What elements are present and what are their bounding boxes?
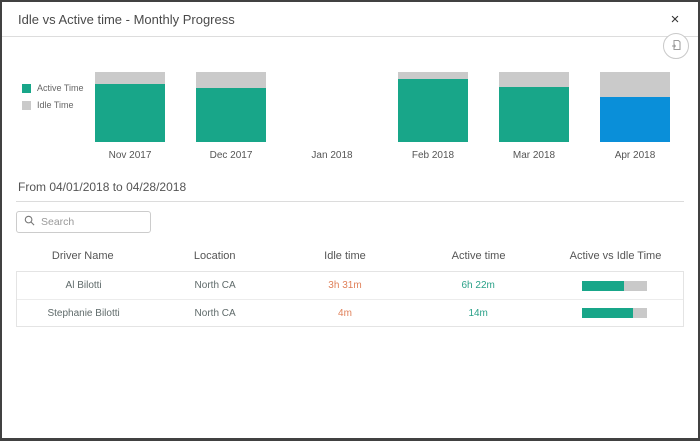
idle-time-cell: 4m: [338, 307, 352, 319]
bar-nov-2017: Nov 2017: [95, 72, 165, 161]
bar-jan-2018: Jan 2018: [297, 72, 367, 161]
search-icon: [24, 213, 35, 231]
location-cell: North CA: [194, 307, 236, 319]
legend-label: Active Time: [37, 83, 84, 93]
active-time-cell: 14m: [468, 307, 488, 319]
bar-stack-jan-2018[interactable]: [297, 72, 367, 142]
table-header-row: Driver Name Location Idle time Active ti…: [16, 244, 684, 271]
bar-mar-2018: Mar 2018: [499, 72, 569, 161]
dialog-title: Idle vs Active time - Monthly Progress: [18, 11, 235, 27]
idle-segment: [95, 72, 165, 84]
close-icon: ×: [670, 11, 680, 28]
dialog-header: Idle vs Active time - Monthly Progress ×: [2, 2, 698, 37]
bar-feb-2018: Feb 2018: [398, 72, 468, 161]
column-header-location: Location: [193, 250, 236, 262]
active-time-swatch-icon: [22, 83, 31, 93]
active-vs-idle-bar: [582, 308, 648, 318]
table-row[interactable]: Al Bilotti North CA 3h 31m 6h 22m: [17, 272, 683, 299]
active-time-cell: 6h 22m: [461, 280, 495, 291]
bar-stack-nov-2017[interactable]: [95, 72, 165, 142]
driver-name-cell: Al Bilotti: [65, 280, 102, 291]
driver-name-cell: Stephanie Bilotti: [47, 307, 120, 319]
month-label: Feb 2018: [411, 150, 455, 161]
idle-segment: [398, 72, 468, 79]
bar-apr-2018-selected: Apr 2018: [600, 72, 670, 161]
idle-segment: [499, 72, 569, 87]
column-header-active-vs-idle: Active vs Idle Time: [569, 250, 662, 262]
search-box: [16, 211, 151, 233]
active-segment: [499, 86, 569, 142]
bar-stack-mar-2018[interactable]: [499, 72, 569, 142]
idle-time-swatch-icon: [22, 100, 31, 110]
table-row[interactable]: Stephanie Bilotti North CA 4m 14m: [17, 299, 683, 326]
bar-stack-feb-2018[interactable]: [398, 72, 468, 142]
date-range-label: From 04/01/2018 to 04/28/2018: [16, 180, 684, 202]
legend-label: Idle Time: [37, 100, 74, 110]
active-segment: [600, 97, 670, 142]
bar-dec-2017: Dec 2017: [196, 72, 266, 161]
active-portion: [582, 308, 633, 318]
month-label: Mar 2018: [512, 150, 556, 161]
search-input[interactable]: [41, 216, 143, 228]
table-body: Al Bilotti North CA 3h 31m 6h 22m Stepha…: [16, 271, 684, 327]
active-vs-idle-cell: [546, 280, 683, 291]
location-cell: North CA: [194, 280, 236, 291]
close-button[interactable]: ×: [664, 9, 686, 31]
active-segment: [196, 88, 266, 142]
legend-item-active-time[interactable]: Active Time: [22, 83, 84, 93]
monthly-progress-chart: Active Time Idle Time Nov 2017 Dec 2017: [2, 37, 698, 167]
column-header-active-time: Active time: [451, 250, 506, 262]
drivers-table: Driver Name Location Idle time Active ti…: [16, 244, 684, 327]
chart-legend: Active Time Idle Time: [22, 83, 84, 117]
legend-item-idle-time[interactable]: Idle Time: [22, 100, 84, 110]
idle-segment: [600, 72, 670, 98]
active-portion: [582, 280, 624, 291]
export-report-icon: [669, 38, 683, 55]
month-label: Dec 2017: [209, 150, 253, 161]
month-label: Apr 2018: [614, 150, 656, 161]
bar-stack-dec-2017[interactable]: [196, 72, 266, 142]
month-label: Jan 2018: [311, 150, 353, 161]
active-segment: [398, 79, 468, 142]
idle-segment: [196, 72, 266, 89]
column-header-driver-name: Driver Name: [51, 250, 114, 262]
active-segment: [95, 83, 165, 142]
export-report-button[interactable]: [663, 33, 689, 59]
column-header-idle-time: Idle time: [324, 250, 366, 262]
active-vs-idle-bar: [582, 280, 648, 291]
month-label: Nov 2017: [108, 150, 152, 161]
bar-stack-apr-2018[interactable]: [600, 72, 670, 142]
idle-time-cell: 3h 31m: [328, 280, 362, 291]
active-vs-idle-cell: [546, 308, 683, 318]
